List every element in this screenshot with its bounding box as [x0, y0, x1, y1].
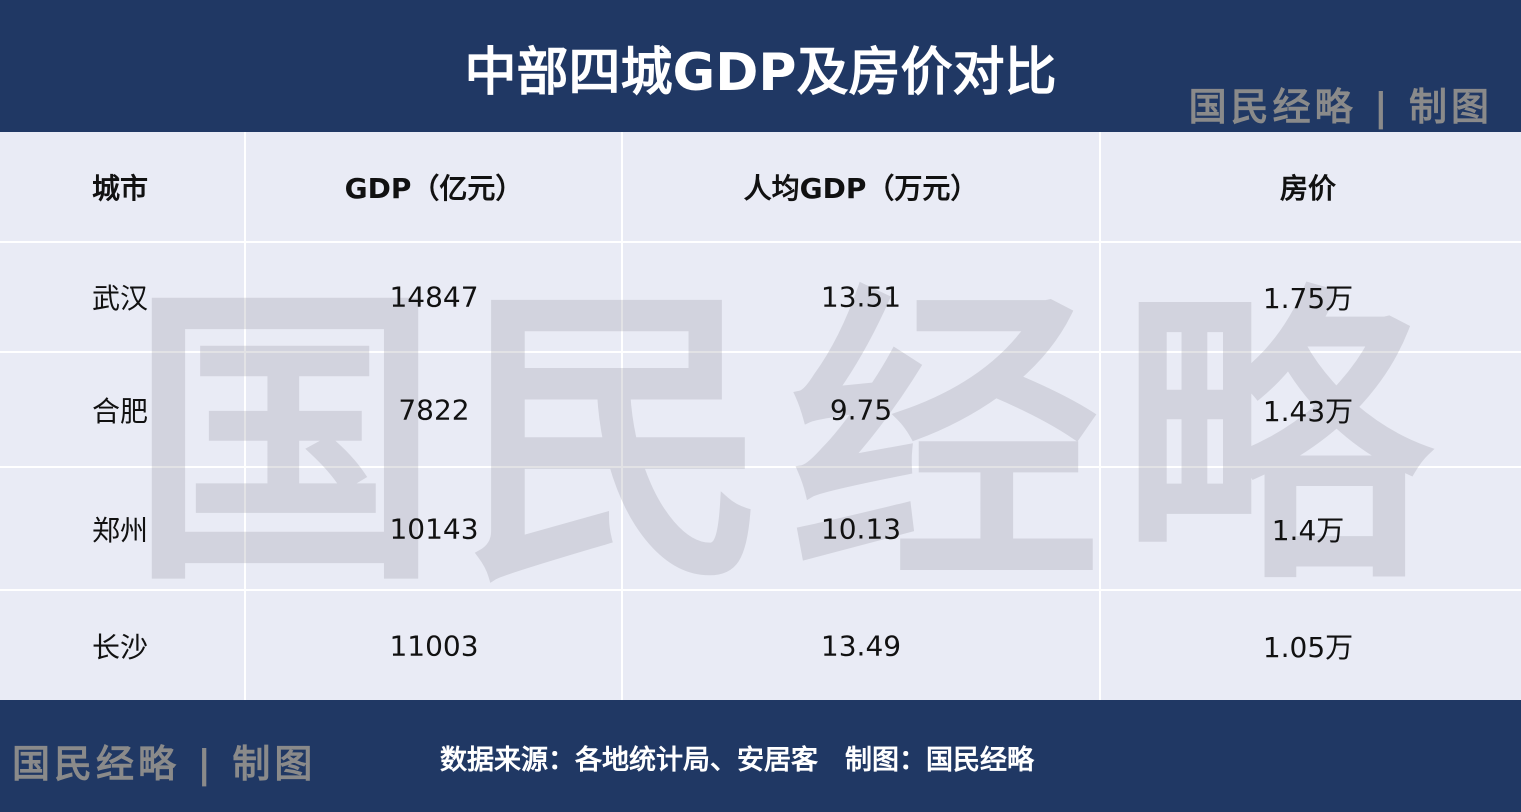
table-cell: 郑州 — [92, 514, 149, 547]
background-watermark: 国民经略 — [130, 259, 1450, 623]
footer-source: 数据来源：各地统计局、安居客 制图：国民经略 — [440, 745, 1034, 776]
row-divider — [0, 351, 1521, 353]
row-divider — [0, 241, 1521, 243]
table-cell: 9.75 — [829, 393, 893, 427]
table-cell: 长沙 — [92, 631, 149, 664]
row-divider — [0, 589, 1521, 591]
row-divider — [0, 466, 1521, 468]
table-cell: 1.43万 — [1262, 395, 1354, 428]
footer-logo: 国民经略 | 制图 — [12, 742, 317, 786]
column-divider — [621, 132, 623, 700]
table-cell: 11003 — [389, 629, 479, 663]
table-cell: 7822 — [398, 393, 470, 427]
table — [0, 132, 1521, 700]
table-cell: 武汉 — [92, 282, 149, 315]
column-header: 房价 — [1279, 172, 1337, 205]
title: 中部四城GDP及房价对比 — [464, 43, 1057, 103]
table-cell: 13.51 — [820, 280, 902, 314]
table-cell: 合肥 — [92, 395, 149, 428]
column-divider — [244, 132, 246, 700]
table-cell: 13.49 — [820, 629, 902, 663]
footer-band — [0, 700, 1521, 812]
header-band — [0, 0, 1521, 132]
column-header: 人均GDP（万元） — [743, 172, 979, 205]
table-cell: 14847 — [389, 280, 479, 314]
column-header: GDP（亿元） — [344, 172, 524, 205]
header-watermark: 国民经略 | 制图 — [1188, 85, 1493, 129]
table-cell: 10143 — [389, 512, 479, 546]
table-cell: 1.4万 — [1271, 514, 1345, 547]
column-header: 城市 — [92, 172, 149, 205]
table-cell: 10.13 — [820, 512, 902, 546]
table-cell: 1.75万 — [1262, 282, 1354, 315]
table-cell: 1.05万 — [1262, 631, 1354, 664]
column-divider — [1099, 132, 1101, 700]
